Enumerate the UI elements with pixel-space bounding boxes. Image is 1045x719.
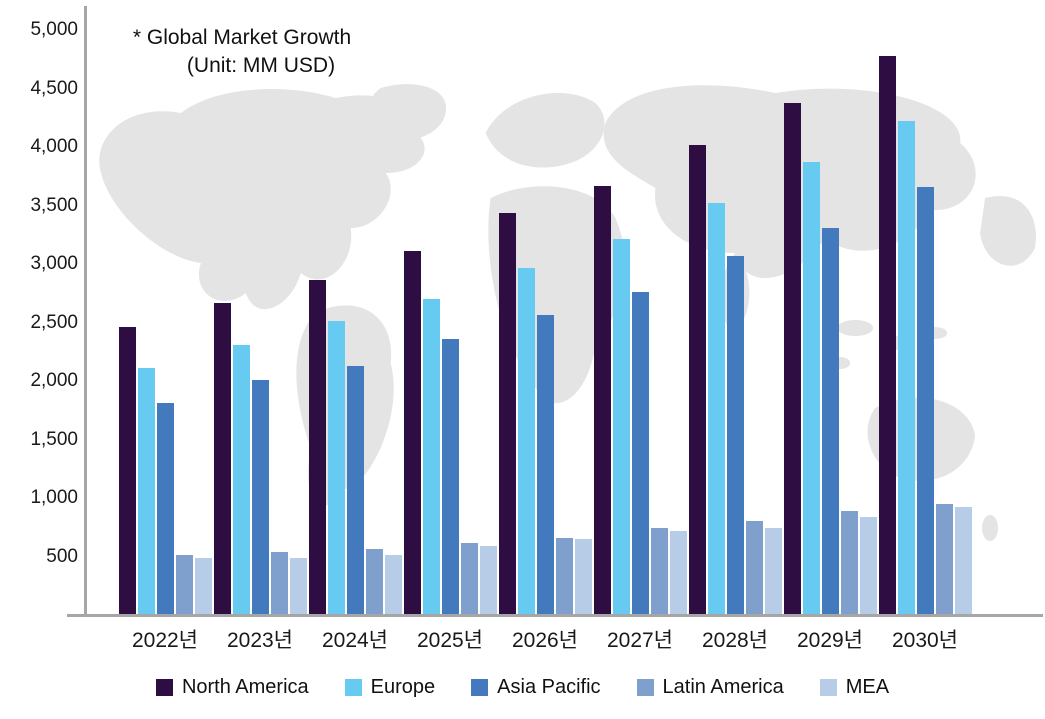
bar-asia-pacific: [916, 187, 934, 615]
chart-annotation-line2: (Unit: MM USD): [186, 54, 336, 77]
y-tick-label: 2,500: [30, 311, 78, 333]
legend: North America Europe Asia Pacific Latin Ame…: [0, 676, 1045, 699]
y-tick-label: 5,000: [30, 19, 78, 40]
y-tick-label: 4,500: [30, 77, 78, 99]
bar-europe: [137, 368, 155, 615]
x-tick-label: 2025년: [416, 629, 484, 652]
legend-swatch: [636, 679, 654, 696]
legend-label: Latin America: [662, 676, 784, 698]
bar-mea: [479, 546, 497, 615]
y-tick-label: 1,000: [30, 487, 78, 508]
legend-item-europe: Europe: [344, 676, 436, 699]
map-greenland: [369, 84, 447, 141]
bar-north-america: [213, 303, 231, 615]
legend-swatch: [819, 679, 837, 696]
bar-mea: [954, 507, 972, 615]
legend-item-mea: MEA: [819, 676, 890, 699]
bar-asia-pacific: [631, 292, 649, 615]
x-tick-label: 2023년: [226, 629, 294, 652]
legend-label: Europe: [370, 676, 436, 698]
map-island: [837, 320, 874, 336]
x-tick-label: 2026년: [511, 629, 579, 652]
legend-item-north-america: North America: [155, 676, 309, 699]
x-tick-label: 2028년: [701, 629, 769, 652]
bar-latin-america: [555, 538, 573, 615]
bar-mea: [669, 531, 687, 615]
bar-europe: [517, 268, 535, 615]
bar-latin-america: [460, 543, 478, 615]
map-europe: [485, 93, 605, 168]
legend-label: Asia Pacific: [497, 676, 601, 698]
y-tick-label: 1,500: [30, 428, 78, 450]
bar-latin-america: [365, 549, 383, 615]
bar-europe: [802, 162, 820, 615]
y-tick-label: 500: [46, 545, 78, 567]
legend-label: MEA: [845, 676, 890, 698]
legend-item-latin-america: Latin America: [636, 676, 784, 699]
bar-asia-pacific: [536, 315, 554, 615]
y-tick-label: 4,000: [30, 136, 78, 157]
map-north-america: [99, 89, 425, 310]
x-tick-label: 2030년: [891, 629, 959, 652]
bar-mea: [859, 517, 877, 615]
bar-europe: [707, 203, 725, 615]
bar-europe: [232, 345, 250, 615]
x-tick-label: 2027년: [606, 629, 674, 652]
y-tick-label: 3,500: [30, 194, 78, 216]
bar-mea: [384, 555, 402, 615]
bar-latin-america: [935, 504, 953, 615]
legend-label: North America: [181, 676, 309, 698]
bar-mea: [574, 539, 592, 615]
bar-north-america: [498, 213, 516, 615]
bar-north-america: [688, 145, 706, 615]
x-tick-label: 2029년: [796, 629, 864, 652]
bar-asia-pacific: [441, 339, 459, 615]
x-tick-label: 2022년: [131, 629, 199, 652]
x-axis-line: [67, 614, 1043, 617]
map-new-zealand: [982, 515, 999, 541]
bar-mea: [194, 558, 212, 615]
bar-asia-pacific: [156, 403, 174, 615]
bar-north-america: [403, 251, 421, 615]
chart-annotation: * Global Market Growth (Unit: MM USD): [108, 24, 376, 80]
bar-latin-america: [270, 552, 288, 615]
bar-latin-america: [840, 511, 858, 615]
bar-mea: [289, 558, 307, 615]
y-axis-line: [84, 6, 87, 616]
legend-swatch: [155, 679, 173, 696]
bar-north-america: [878, 56, 896, 615]
bar-latin-america: [650, 528, 668, 615]
bar-europe: [327, 321, 345, 615]
bar-north-america: [593, 186, 611, 615]
bar-north-america: [308, 280, 326, 615]
bar-europe: [897, 121, 915, 615]
bar-europe: [612, 239, 630, 615]
legend-swatch: [344, 679, 362, 696]
bar-asia-pacific: [346, 366, 364, 615]
y-tick-label: 3,000: [30, 253, 78, 274]
y-tick-label: 2,000: [30, 370, 78, 391]
bar-north-america: [118, 327, 136, 615]
legend-item-asia-pacific: Asia Pacific: [471, 676, 601, 699]
bar-latin-america: [175, 555, 193, 615]
bar-asia-pacific: [251, 380, 269, 615]
bar-europe: [422, 299, 440, 615]
bar-latin-america: [745, 521, 763, 615]
bar-mea: [764, 528, 782, 615]
chart-annotation-line1: * Global Market Growth: [132, 26, 352, 49]
legend-swatch: [471, 679, 489, 696]
x-tick-label: 2024년: [321, 629, 389, 652]
bar-asia-pacific: [821, 228, 839, 615]
bar-north-america: [783, 103, 801, 615]
map-east-blob: [980, 196, 1036, 266]
bar-asia-pacific: [726, 256, 744, 615]
